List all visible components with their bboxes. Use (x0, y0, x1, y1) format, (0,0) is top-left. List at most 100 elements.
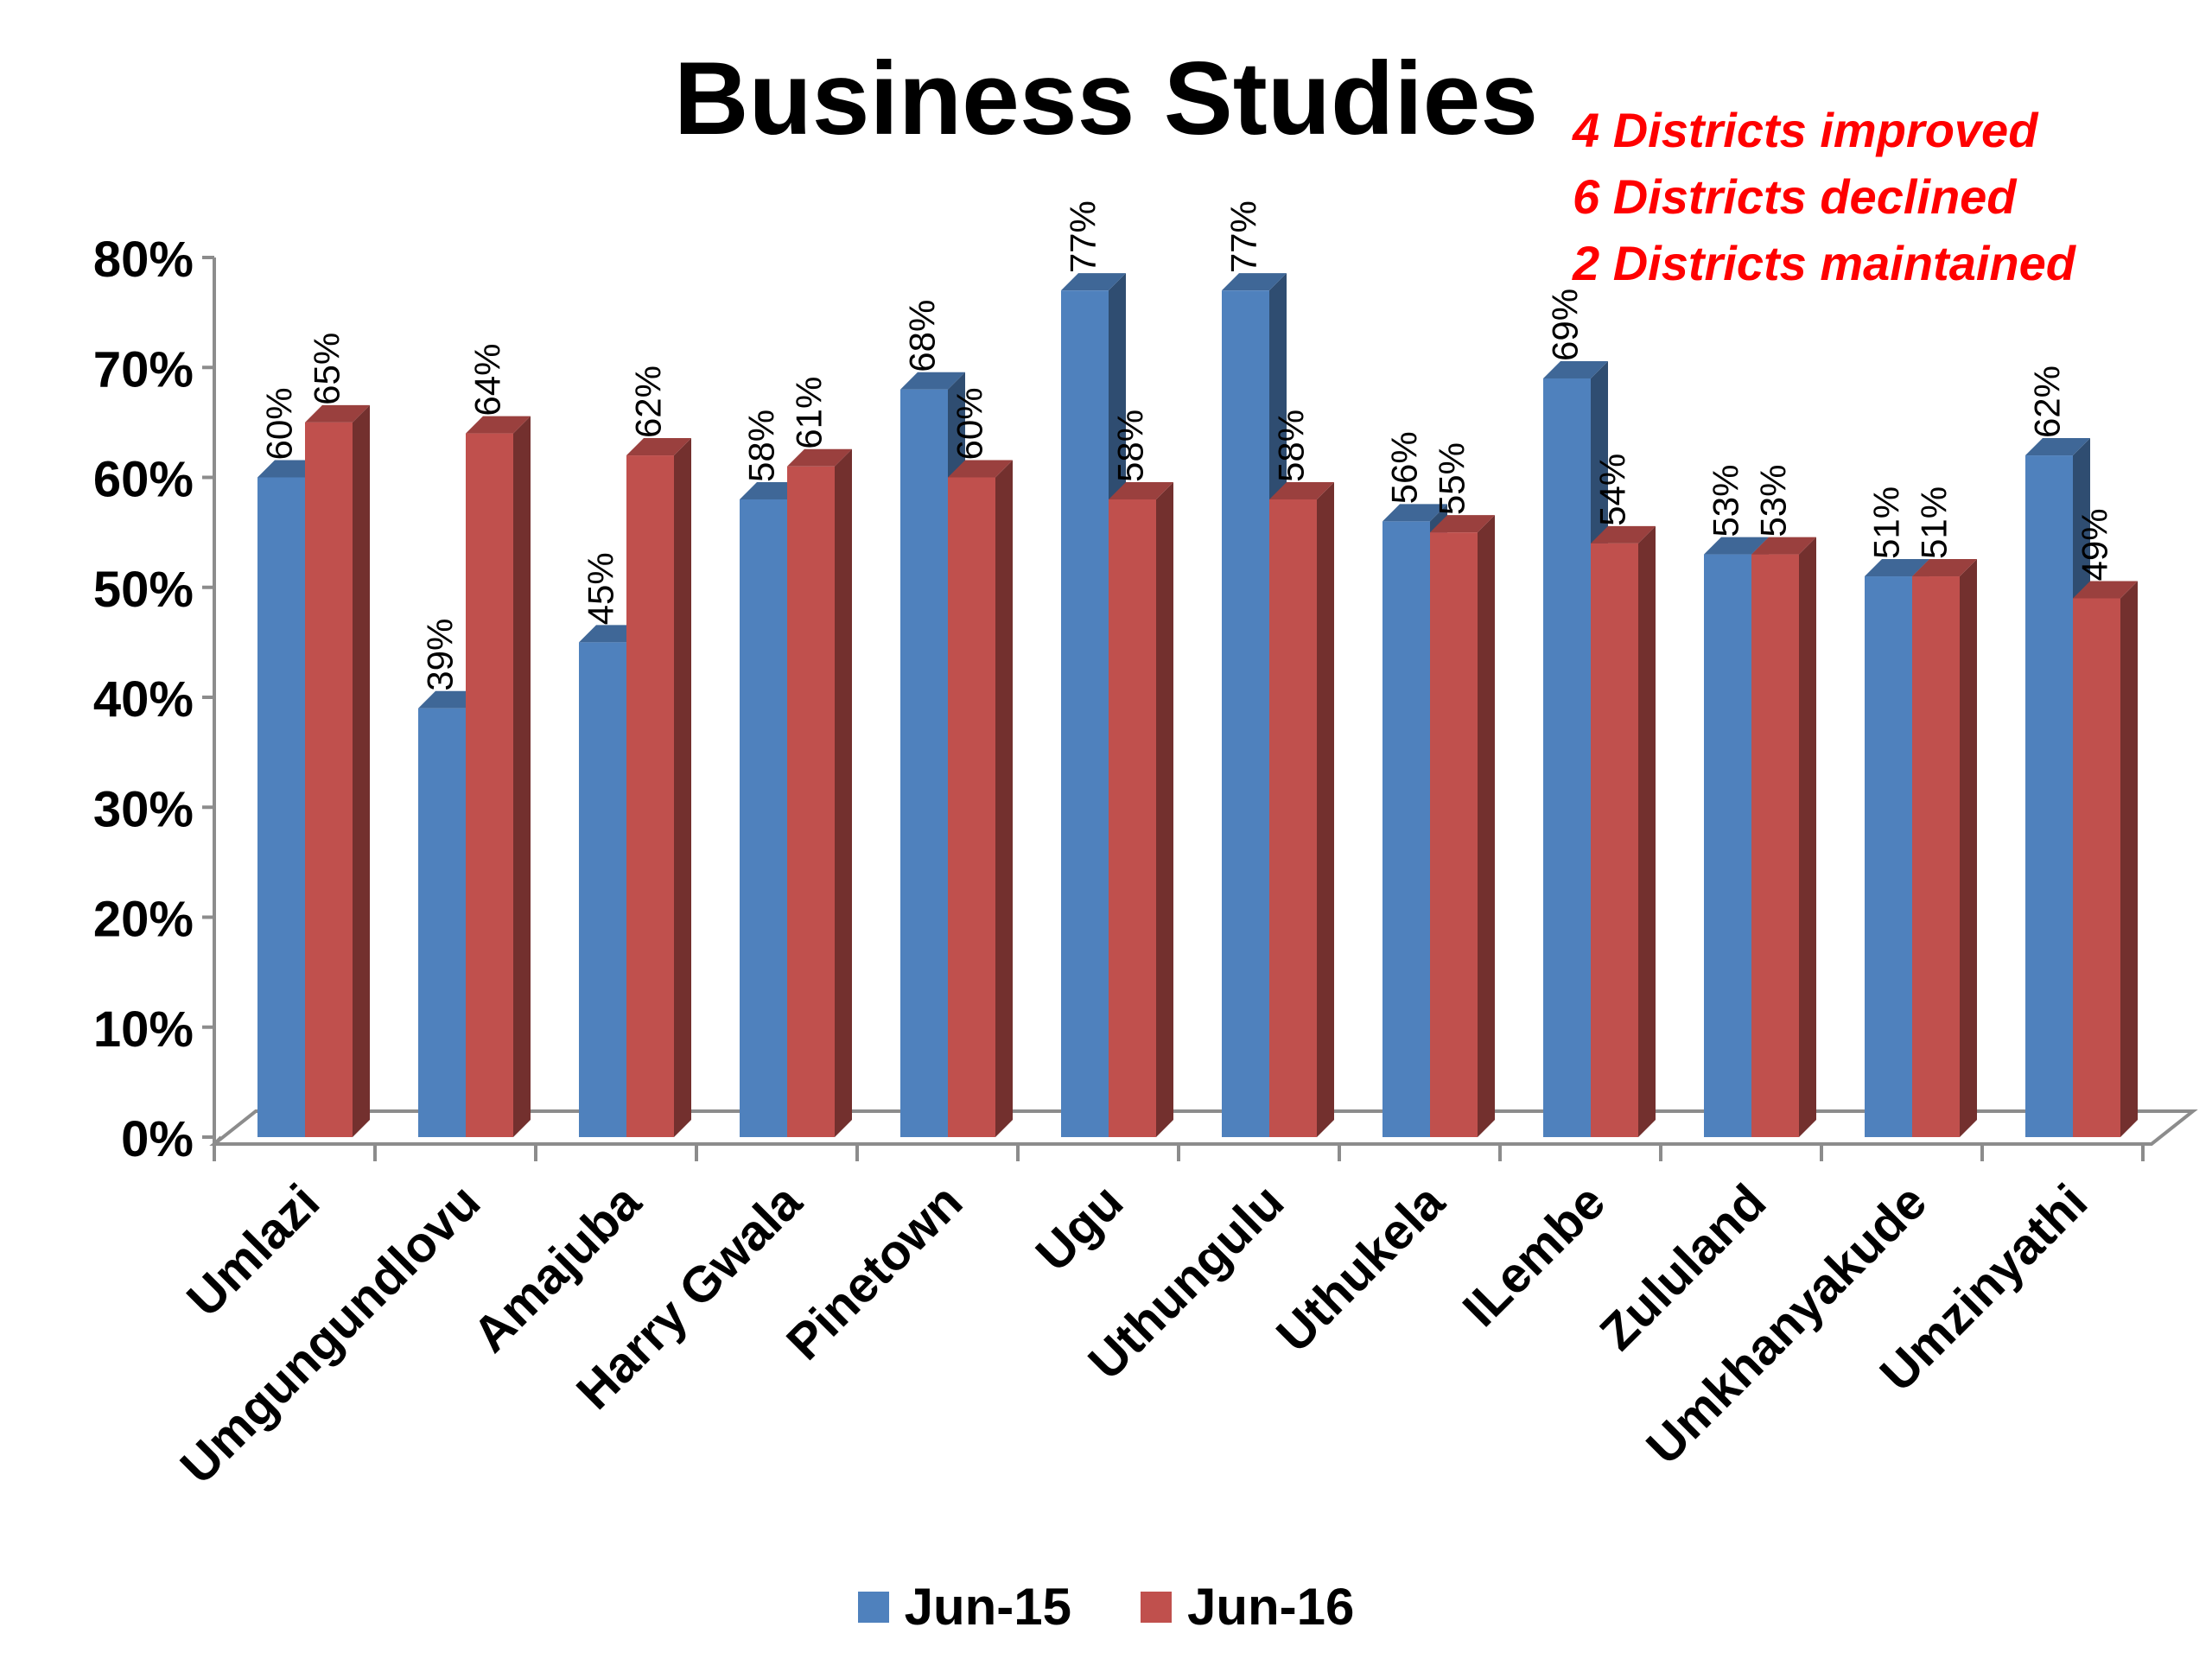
data-label: 53% (1706, 465, 1746, 537)
data-label: 77% (1063, 200, 1103, 273)
bar (466, 416, 531, 1138)
data-label: 39% (420, 619, 461, 691)
bar-front (900, 389, 948, 1137)
bar-top (1109, 481, 1173, 499)
bar-front (1704, 554, 1751, 1137)
bar-top (900, 372, 965, 390)
bar-front (948, 477, 995, 1137)
data-label: 61% (789, 377, 830, 449)
bar-top (1222, 273, 1287, 291)
annotation-declined: 6 Districts declined (1573, 169, 2017, 224)
bar-front (466, 433, 513, 1138)
data-label: 58% (1110, 410, 1151, 482)
y-tick-label: 60% (93, 452, 194, 508)
bar-side (835, 448, 852, 1137)
bar-side (995, 460, 1013, 1137)
bar (2073, 581, 2138, 1137)
bar-top (1382, 504, 1447, 522)
bar (305, 404, 370, 1137)
data-label: 55% (1432, 442, 1472, 515)
legend-item-jun-15: Jun-15 (857, 1577, 1071, 1637)
data-label: 60% (950, 387, 990, 460)
bar-side (1156, 481, 1173, 1137)
bar-front (579, 642, 626, 1137)
bar-front (1430, 532, 1478, 1137)
bar-front (1865, 576, 1912, 1137)
bar-front (626, 455, 674, 1137)
x-tick-label: Umgungundlovu (169, 1173, 491, 1495)
bar-front (1591, 543, 1638, 1137)
bar-top (1704, 537, 1769, 555)
bar-front (418, 708, 466, 1137)
bar-top (787, 448, 852, 467)
data-label: 51% (1866, 486, 1907, 559)
bar (1430, 515, 1495, 1137)
bar (626, 438, 691, 1137)
bar-front (1543, 378, 1591, 1138)
y-tick-label: 0% (121, 1111, 194, 1167)
bar-side (1638, 525, 1656, 1137)
y-tick-label: 80% (93, 232, 194, 288)
bar-front (1382, 521, 1430, 1137)
bar-side (353, 404, 370, 1137)
chart-title: Business Studies (673, 41, 1539, 156)
bar-top (626, 438, 691, 456)
legend-item-jun-16: Jun-16 (1141, 1577, 1354, 1637)
bar-top (466, 416, 531, 434)
y-tick-label: 30% (93, 781, 194, 837)
bar-side (2120, 581, 2138, 1137)
bar-top (1061, 273, 1126, 291)
annotation-maintained: 2 Districts maintained (1573, 236, 2075, 290)
data-label: 49% (2075, 508, 2115, 581)
bar (948, 460, 1013, 1137)
y-axis-line (213, 257, 223, 1148)
legend-label-jun-15: Jun-15 (904, 1578, 1071, 1636)
legend-label-jun-16: Jun-16 (1187, 1578, 1355, 1636)
data-label: 65% (307, 333, 347, 405)
data-label: 62% (2027, 365, 2068, 438)
bar-front (1109, 499, 1156, 1137)
bar-top (305, 404, 370, 423)
y-tick-label: 10% (93, 1001, 194, 1058)
bar-front (257, 477, 305, 1137)
bar-top (2025, 438, 2090, 456)
data-label: 45% (581, 552, 621, 625)
x-tick-label: ILembe (1452, 1173, 1617, 1338)
bar-side (1317, 481, 1334, 1137)
bar-top (948, 460, 1013, 478)
chart-floor (209, 1109, 2198, 1146)
data-label: 58% (741, 410, 782, 482)
legend-swatch-jun-16 (1141, 1591, 1172, 1623)
bar-top (1269, 481, 1334, 499)
bar-front (1061, 290, 1109, 1137)
data-label: 77% (1224, 200, 1264, 273)
annotation-improved: 4 Districts improved (1573, 103, 2038, 157)
data-label: 62% (628, 365, 669, 438)
bar-side (1960, 559, 1977, 1137)
y-tick-label: 70% (93, 341, 194, 397)
bar-front (1269, 499, 1317, 1137)
y-tick-label: 20% (93, 892, 194, 948)
bar-front (2073, 598, 2120, 1137)
legend-swatch-jun-15 (857, 1591, 889, 1623)
data-label: 53% (1753, 465, 1794, 537)
bar-side (674, 438, 691, 1137)
x-tick-label: Ugu (1026, 1173, 1135, 1282)
bar (1591, 525, 1656, 1137)
legend: Jun-15 Jun-16 (0, 1577, 2212, 1637)
bar-top (1865, 559, 1929, 577)
bar-top (1430, 515, 1495, 533)
bar-top (1912, 559, 1977, 577)
bar-side (1478, 515, 1495, 1137)
data-label: 51% (1914, 486, 1955, 559)
bar-front (305, 422, 353, 1137)
data-label: 58% (1271, 410, 1312, 482)
data-label: 64% (467, 344, 508, 416)
bar-front (1222, 290, 1269, 1137)
bar-top (1591, 525, 1656, 543)
y-tick-label: 40% (93, 671, 194, 728)
data-label: 68% (902, 300, 943, 372)
bar-top (2073, 581, 2138, 599)
